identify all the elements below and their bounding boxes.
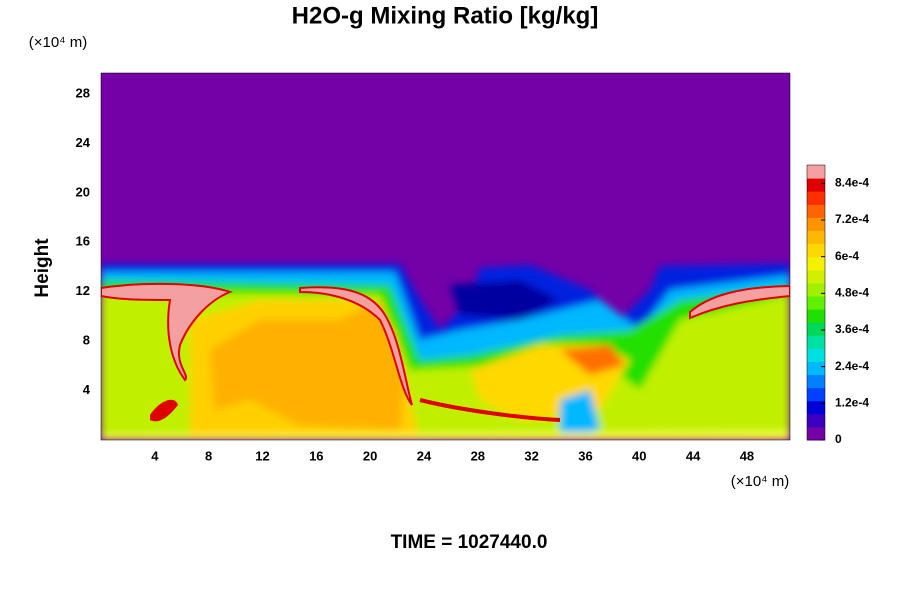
y-tick-label: 4 [83, 382, 91, 397]
colorbar-tick-label: 7.2e-4 [835, 212, 869, 226]
plot-frame [100, 72, 791, 441]
colorbar-band [807, 217, 825, 231]
colorbar-band [807, 335, 825, 349]
colorbar-band [807, 191, 825, 205]
x-tick-label: 28 [471, 448, 485, 463]
y-tick-label: 16 [76, 234, 90, 249]
x-tick-label: 8 [205, 448, 212, 463]
x-tick-label: 24 [417, 448, 432, 463]
y-tick-label: 24 [76, 135, 91, 150]
colorbar-band [807, 348, 825, 362]
x-unit: (×10⁴ m) [731, 473, 790, 490]
colorbar-band [807, 426, 825, 441]
colorbar-band [807, 243, 825, 258]
colorbar-band [807, 256, 825, 271]
colorbar-band [807, 282, 825, 297]
y-tick-label: 8 [83, 333, 90, 348]
colorbar-band [807, 400, 825, 415]
footer: TIME = 1027440.0 [391, 532, 548, 553]
field [101, 73, 790, 440]
x-tick-label: 20 [363, 448, 377, 463]
colorbar-band [807, 178, 825, 192]
x-tick-label: 12 [255, 448, 269, 463]
colorbar-tick-label: 1.2e-4 [835, 396, 869, 410]
y-axis-label: Height [32, 238, 53, 298]
x-tick-label: 4 [151, 448, 159, 463]
colorbar-band [807, 204, 825, 218]
x-tick-label: 44 [686, 448, 701, 463]
y-tick-label: 28 [76, 85, 90, 100]
colorbar-tick-label: 6e-4 [835, 249, 859, 263]
y-unit: (×10⁴ m) [29, 34, 88, 51]
colorbar-band [807, 361, 825, 376]
colorbar-tick-label: 3.6e-4 [835, 322, 869, 336]
x-tick-label: 40 [632, 448, 646, 463]
colorbar-tick-label: 2.4e-4 [835, 359, 869, 373]
colorbar-band [807, 230, 825, 245]
y-tick-label: 20 [76, 184, 90, 199]
colorbar-band [807, 413, 825, 428]
colorbar-tick-label: 0 [835, 432, 842, 446]
colorbar-band [807, 165, 825, 179]
colorbar-band [807, 269, 825, 284]
colorbar-frame [806, 164, 826, 441]
colorbar-band [807, 309, 825, 323]
x-tick-label: 16 [309, 448, 323, 463]
y-tick-label: 12 [76, 283, 90, 298]
colorbar-tick-label: 4.8e-4 [835, 286, 869, 300]
chart-title: H2O-g Mixing Ratio [kg/kg] [292, 2, 599, 29]
colorbar-band [807, 374, 825, 389]
colorbar-band [807, 295, 825, 310]
colorbar-band [807, 387, 825, 402]
x-tick-label: 48 [740, 448, 754, 463]
colorbar-tick-label: 8.4e-4 [835, 176, 869, 190]
colorbar-band [807, 322, 825, 336]
x-tick-label: 36 [578, 448, 592, 463]
x-tick-label: 32 [524, 448, 538, 463]
